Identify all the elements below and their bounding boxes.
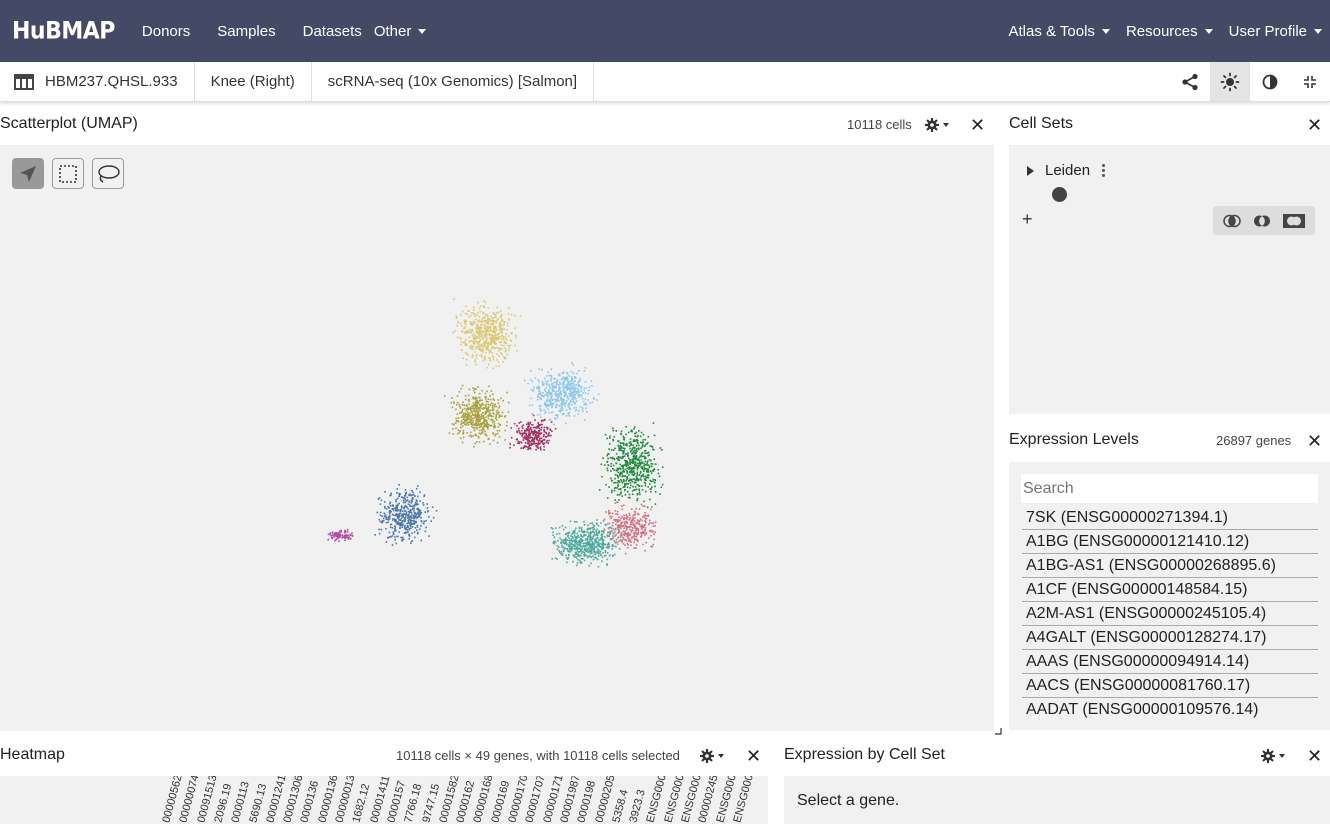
caret-down-icon (1314, 28, 1322, 34)
nav-samples[interactable]: Samples (217, 22, 276, 40)
symmetric-difference-icon[interactable] (1253, 214, 1271, 228)
heatmap-title: Heatmap (0, 746, 65, 763)
hubmap-logo[interactable]: HuBMAP (12, 17, 115, 45)
scatterplot-canvas[interactable] (0, 145, 1002, 735)
dataset-id: HBM237.QHSL.933 (45, 73, 178, 90)
nav-user-profile-dropdown[interactable]: User Profile (1229, 23, 1322, 40)
resize-handle-icon[interactable] (994, 727, 1002, 735)
umap-points (327, 298, 664, 568)
heatmap-close-button[interactable]: ✕ (746, 746, 762, 766)
top-nav: HuBMAP Donors Samples Datasets Other Atl… (0, 0, 1330, 62)
gene-list-item[interactable]: AADAT (ENSG00000109576.14) (1026, 701, 1259, 718)
dataset-id-crumb[interactable]: HBM237.QHSL.933 (0, 62, 195, 101)
dataset-header: HBM237.QHSL.933 Knee (Right) scRNA-seq (… (0, 62, 1330, 102)
lasso-select-button[interactable] (92, 158, 124, 189)
rectangle-select-icon (59, 164, 77, 183)
collapse-icon (1304, 75, 1316, 88)
gene-list-item[interactable]: AAAS (ENSG00000094914.14) (1022, 650, 1318, 674)
nav-resources-label: Resources (1125, 22, 1198, 40)
caret-down-icon (418, 28, 427, 34)
share-button[interactable] (1170, 62, 1210, 101)
scatterplot-title: Scatterplot (UMAP) (0, 115, 138, 132)
caret-down-icon (1101, 28, 1110, 34)
nav-user-profile-label: User Profile (1228, 22, 1307, 40)
lasso-icon (98, 164, 120, 183)
nav-atlas-tools-dropdown[interactable]: Atlas & Tools (1009, 23, 1110, 40)
gene-list-item[interactable]: A1CF (ENSG00000148584.15) (1022, 578, 1318, 602)
complement-icon[interactable] (1283, 213, 1305, 228)
nav-donors[interactable]: Donors (141, 22, 191, 40)
assay-crumb: scRNA-seq (10x Genomics) [Salmon] (312, 62, 595, 101)
expression-by-cell-set-settings-button[interactable] (1261, 748, 1285, 764)
caret-down-icon (1204, 28, 1213, 34)
expression-levels-close-button[interactable]: ✕ (1307, 431, 1323, 451)
leiden-hierarchy-row[interactable]: Leiden (1027, 162, 1106, 179)
gene-list-item[interactable]: A1BG (ENSG00000121410.12) (1022, 530, 1318, 554)
gear-icon (925, 118, 949, 132)
cell-sets-title: Cell Sets (1009, 115, 1074, 132)
sun-icon (1220, 72, 1240, 91)
half-moon-icon (1262, 74, 1278, 89)
gene-list-item[interactable]: A2M-AS1 (ENSG00000245105.4) (1022, 602, 1318, 626)
cell-sets-panel: Leiden + (1009, 145, 1330, 414)
expand-triangle-icon[interactable] (1027, 165, 1034, 176)
nav-other-label: Other (373, 22, 412, 40)
expression-by-cell-set-close-button[interactable]: ✕ (1307, 746, 1323, 766)
nav-resources-dropdown[interactable]: Resources (1126, 23, 1213, 40)
gene-list-item[interactable]: AACS (ENSG00000081760.17) (1022, 674, 1318, 698)
share-icon (1182, 73, 1198, 90)
nav-atlas-tools-label: Atlas & Tools (1008, 22, 1095, 40)
gear-icon (700, 749, 724, 763)
nav-datasets[interactable]: Datasets (302, 22, 362, 40)
rectangle-select-button[interactable] (52, 158, 84, 189)
gene-count: 26897 genes (1216, 433, 1292, 448)
scatterplot-close-button[interactable]: ✕ (970, 115, 986, 135)
table-icon (14, 73, 34, 90)
intersection-icon[interactable] (1223, 214, 1241, 228)
gear-icon (1261, 749, 1285, 763)
expression-by-cell-set-panel: Select a gene. (784, 776, 1330, 824)
gene-list-item[interactable]: A1BG-AS1 (ENSG00000268895.6) (1022, 554, 1318, 578)
light-theme-button[interactable] (1210, 62, 1250, 101)
leiden-label: Leiden (1045, 162, 1091, 179)
pan-tool-button[interactable] (12, 158, 44, 189)
heatmap-settings-button[interactable] (700, 748, 724, 764)
dark-theme-button[interactable] (1250, 62, 1290, 101)
organ-crumb: Knee (Right) (195, 62, 312, 101)
expression-by-cell-set-title: Expression by Cell Set (784, 746, 945, 763)
heatmap-canvas[interactable]: 00000562 00000074 00091513.1 2096.19 0000113… (0, 776, 768, 824)
gene-search-input[interactable] (1021, 474, 1318, 503)
scatterplot-cell-count: 10118 cells (847, 117, 912, 132)
gene-list-item[interactable]: A4GALT (ENSG00000128274.17) (1022, 626, 1318, 650)
scatterplot-settings-button[interactable] (925, 117, 949, 133)
cell-sets-close-button[interactable]: ✕ (1307, 115, 1323, 135)
gene-list-item[interactable]: 7SK (ENSG00000271394.1) (1022, 506, 1318, 530)
set-operations-toolbar (1213, 206, 1315, 235)
gene-list: 7SK (ENSG00000271394.1) A1BG (ENSG0000012… (1022, 506, 1318, 722)
more-options-icon[interactable] (1102, 164, 1106, 177)
navigation-arrow-icon (20, 165, 36, 182)
select-gene-message: Select a gene. (797, 792, 900, 809)
collapse-button[interactable] (1290, 62, 1330, 101)
add-cell-set-button[interactable]: + (1022, 209, 1033, 229)
leiden-color-dot[interactable] (1052, 187, 1067, 202)
expression-levels-panel: 7SK (ENSG00000271394.1)A1BG (ENSG0000012… (1009, 462, 1330, 730)
nav-other-dropdown[interactable]: Other (374, 23, 427, 40)
heatmap-summary: 10118 cells × 49 genes, with 10118 cells… (396, 748, 680, 763)
expression-levels-title: Expression Levels (1009, 431, 1139, 448)
